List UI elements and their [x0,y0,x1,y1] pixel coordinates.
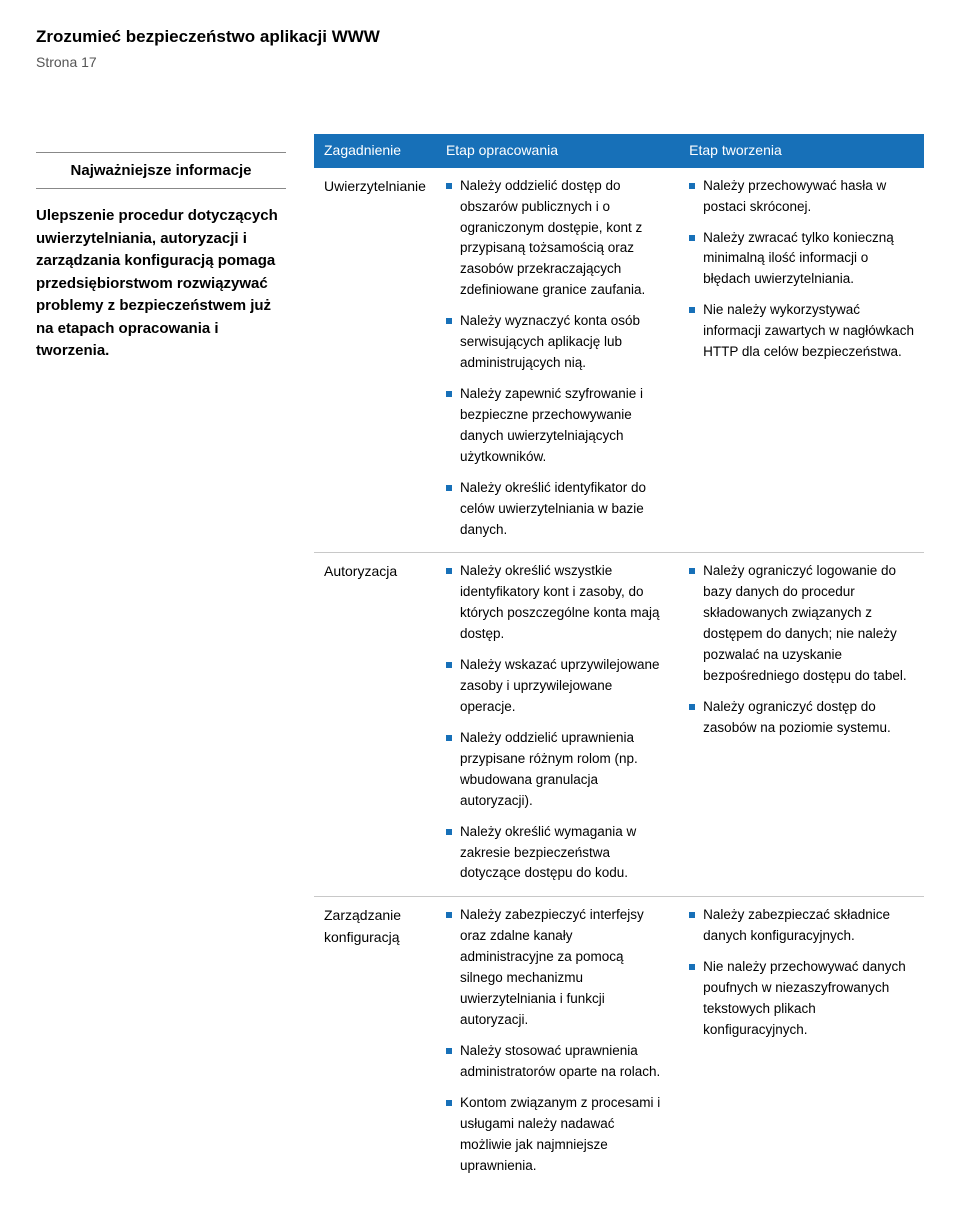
col-header-build: Etap tworzenia [679,134,924,168]
list-item: Należy oddzielić uprawnienia przypisane … [446,728,669,812]
document-title: Zrozumieć bezpieczeństwo aplikacji WWW [36,24,924,50]
list-item: Należy ograniczyć logowanie do bazy dany… [689,561,914,687]
cell-build: Należy zabezpieczać składnice danych kon… [679,897,924,1189]
list-item: Należy zabezpieczać składnice danych kon… [689,905,914,947]
list-item: Należy ograniczyć dostęp do zasobów na p… [689,697,914,739]
cell-issue: Uwierzytelnianie [314,168,436,553]
sidebar: Najważniejsze informacje Ulepszenie proc… [36,134,286,363]
cell-build: Należy przechowywać hasła w postaci skró… [679,168,924,553]
col-header-issue: Zagadnienie [314,134,436,168]
cell-issue: Zarządzanie konfiguracją [314,897,436,1189]
table-row: Zarządzanie konfiguracjąNależy zabezpiec… [314,897,924,1189]
list-item: Należy wyznaczyć konta osób serwisującyc… [446,311,669,374]
table-row: AutoryzacjaNależy określić wszystkie ide… [314,553,924,897]
list-item: Należy oddzielić dostęp do obszarów publ… [446,176,669,302]
list-item: Należy przechowywać hasła w postaci skró… [689,176,914,218]
table-container: Zagadnienie Etap opracowania Etap tworze… [314,134,924,1188]
list-item: Należy stosować uprawnienia administrato… [446,1041,669,1083]
list-item: Nie należy wykorzystywać informacji zawa… [689,300,914,363]
security-table: Zagadnienie Etap opracowania Etap tworze… [314,134,924,1188]
list-item: Należy określić wymagania w zakresie bez… [446,822,669,885]
list-item: Należy zapewnić szyfrowanie i bezpieczne… [446,384,669,468]
list-item: Należy wskazać uprzywilejowane zasoby i … [446,655,669,718]
cell-design: Należy oddzielić dostęp do obszarów publ… [436,168,679,553]
list-item: Kontom związanym z procesami i usługami … [446,1093,669,1177]
cell-design: Należy zabezpieczyć interfejsy oraz zdal… [436,897,679,1189]
list-item: Należy zabezpieczyć interfejsy oraz zdal… [446,905,669,1031]
list-item: Należy określić identyfikator do celów u… [446,478,669,541]
cell-build: Należy ograniczyć logowanie do bazy dany… [679,553,924,897]
cell-design: Należy określić wszystkie identyfikatory… [436,553,679,897]
page-number: Strona 17 [36,52,924,74]
list-item: Nie należy przechowywać danych poufnych … [689,957,914,1041]
main-layout: Najważniejsze informacje Ulepszenie proc… [36,134,924,1188]
list-item: Należy określić wszystkie identyfikatory… [446,561,669,645]
sidebar-heading: Najważniejsze informacje [36,152,286,189]
col-header-design: Etap opracowania [436,134,679,168]
list-item: Należy zwracać tylko konieczną minimalną… [689,228,914,291]
cell-issue: Autoryzacja [314,553,436,897]
table-row: UwierzytelnianieNależy oddzielić dostęp … [314,168,924,553]
sidebar-text: Ulepszenie procedur dotyczących uwierzyt… [36,205,286,363]
